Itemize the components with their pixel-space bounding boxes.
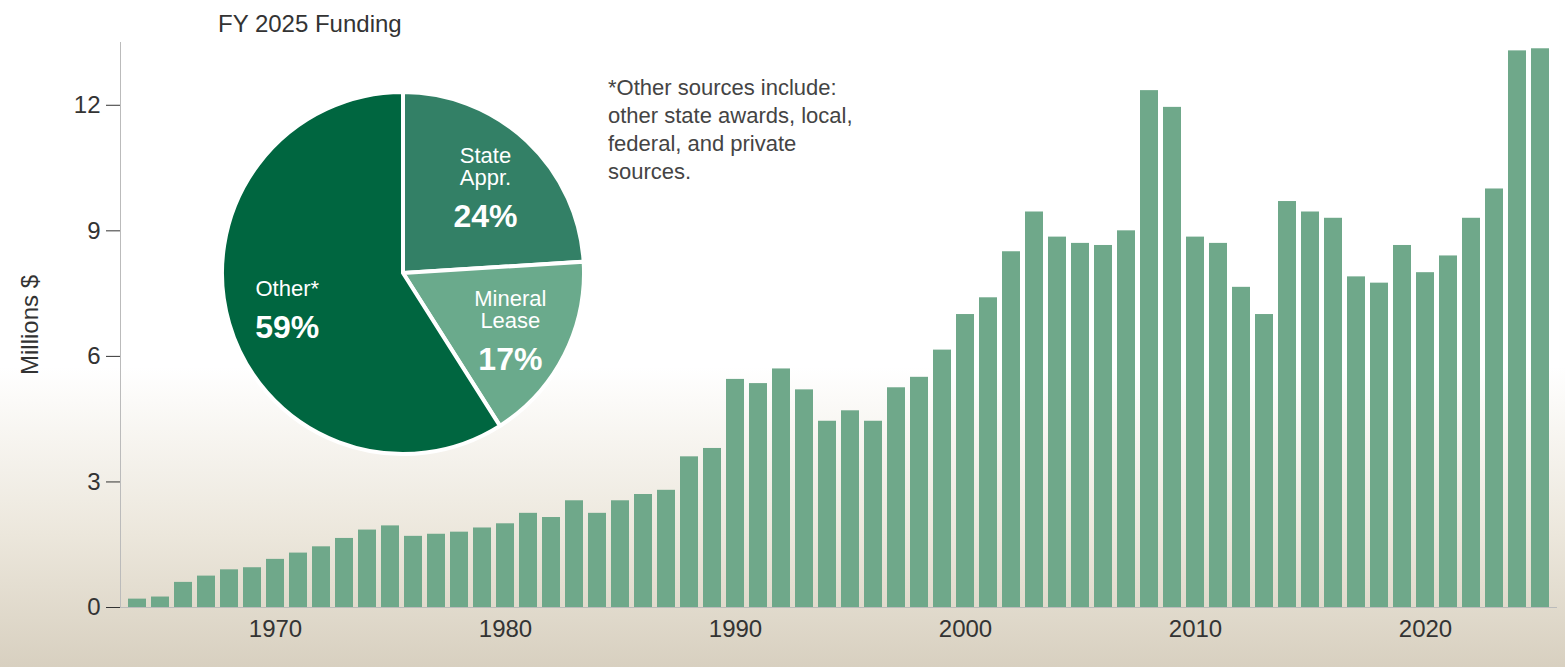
svg-text:Millions $: Millions $	[16, 275, 43, 375]
svg-text:1970: 1970	[249, 615, 302, 642]
svg-text:12: 12	[74, 91, 101, 118]
svg-text:1980: 1980	[479, 615, 532, 642]
html-text:*Other sources include: other: *Other sources include: other state awar…	[608, 75, 853, 184]
svg-text:2010: 2010	[1169, 615, 1222, 642]
svg-text:MineralLease17%: MineralLease17%	[474, 286, 546, 377]
svg-text:6: 6	[87, 342, 100, 369]
svg-text:9: 9	[87, 217, 100, 244]
svg-text:StateAppr.24%: StateAppr.24%	[453, 143, 517, 234]
svg-text:0: 0	[87, 593, 100, 620]
svg-text:1990: 1990	[709, 615, 762, 642]
svg-text:Other*59%: Other*59%	[255, 276, 319, 345]
svg-text:FY 2025 Funding: FY 2025 Funding	[218, 10, 402, 37]
svg-text:2020: 2020	[1399, 615, 1452, 642]
svg-text:3: 3	[87, 468, 100, 495]
svg-text:2000: 2000	[939, 615, 992, 642]
